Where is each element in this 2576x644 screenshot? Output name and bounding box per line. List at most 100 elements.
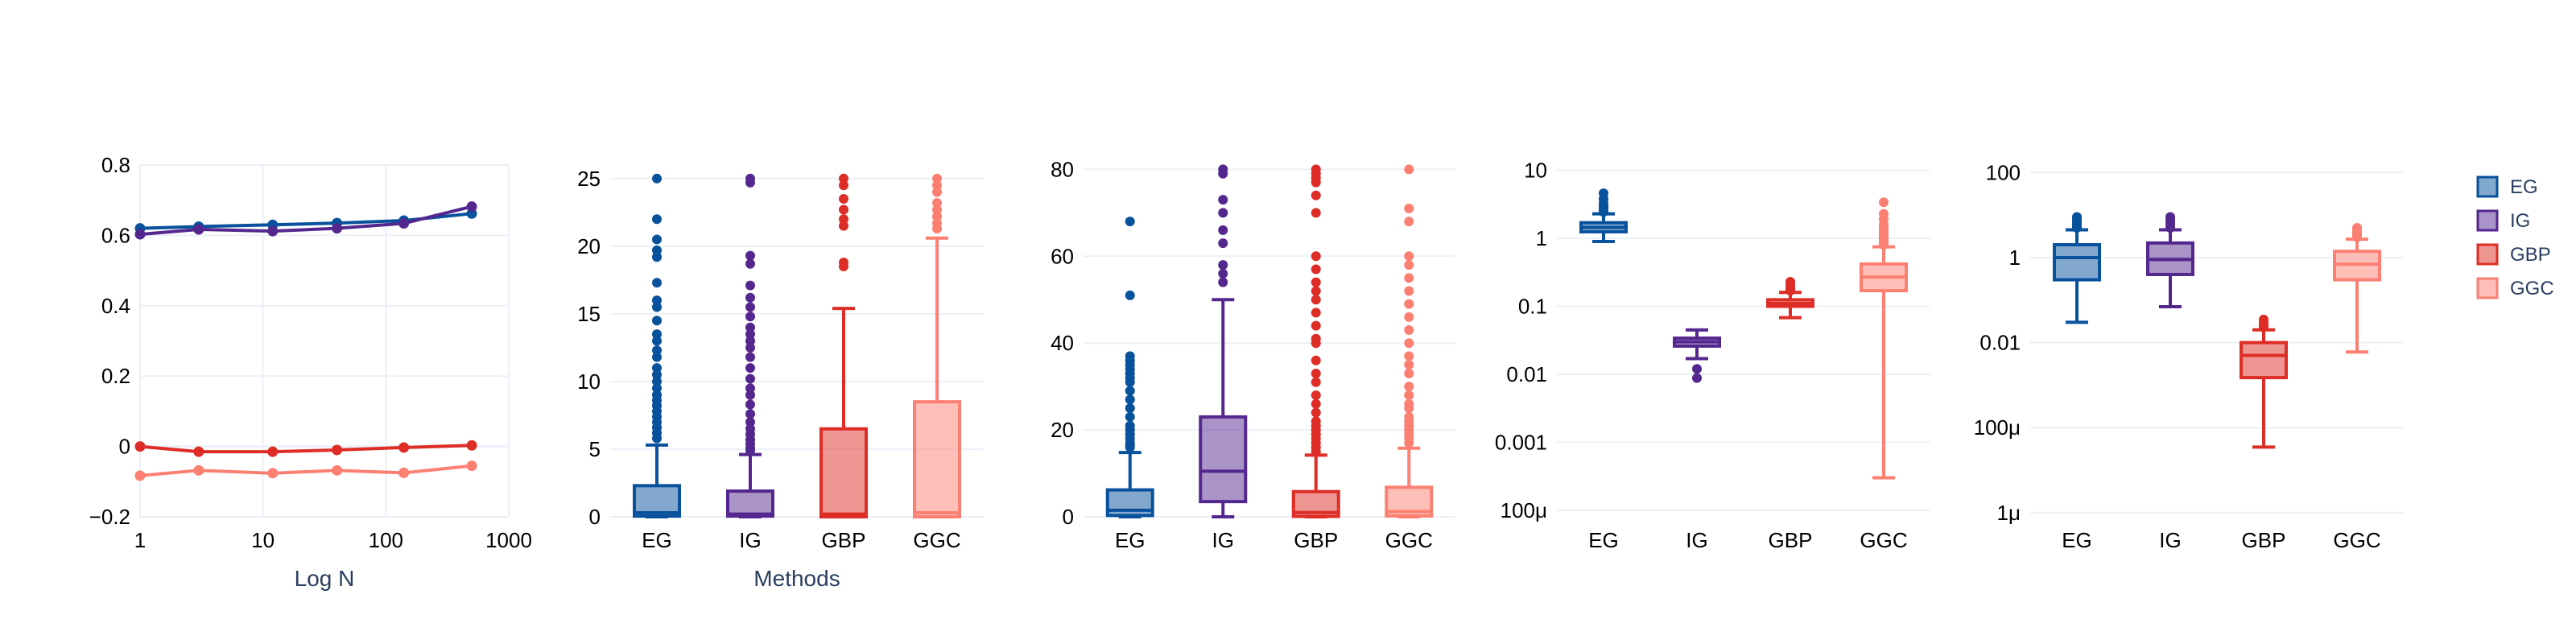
box-eg	[1579, 188, 1628, 243]
outlier-point	[652, 363, 662, 374]
outlier-point	[839, 194, 848, 204]
outlier-point	[1692, 373, 1702, 383]
outlier-point	[1311, 390, 1321, 400]
outlier-point	[839, 262, 848, 272]
x-tick-label: 1	[134, 528, 146, 552]
grid-lines	[2030, 171, 2404, 514]
y-tick-label: 1	[2009, 246, 2021, 270]
outlier-point	[652, 345, 662, 356]
outlier-point	[745, 302, 755, 312]
box-gbp	[2240, 314, 2288, 449]
data-point-ggc	[332, 464, 343, 476]
y-tick-label: 1μ	[1997, 501, 2021, 525]
outlier-point	[1404, 164, 1414, 175]
grid-lines	[1084, 168, 1455, 518]
box-eg	[1105, 217, 1154, 518]
legend-item-eg[interactable]: EG	[2476, 175, 2538, 198]
x-tick-label: 10	[251, 528, 275, 552]
y-tick-label: 0	[589, 505, 601, 529]
y-tick-label: 60	[1051, 244, 1074, 268]
outlier-point	[1311, 338, 1321, 349]
data-point-gbp	[134, 441, 146, 452]
outlier-point	[1404, 382, 1414, 392]
outlier-point	[1404, 251, 1414, 262]
data-point-ggc	[398, 467, 410, 478]
y-tick-label: 15	[577, 302, 601, 326]
outlier-point	[1404, 438, 1414, 448]
outlier-point	[652, 376, 662, 386]
outlier-point	[745, 342, 755, 353]
outlier-point	[652, 383, 662, 394]
legend-item-gbp[interactable]: GBP	[2476, 243, 2551, 266]
legend-item-ggc[interactable]: GGC	[2476, 277, 2554, 299]
series-line-ggc	[139, 464, 473, 477]
outlier-point	[1218, 195, 1228, 205]
box-eg	[2053, 212, 2101, 324]
outlier-point	[1404, 299, 1414, 309]
box-body	[633, 484, 681, 518]
box-ggc	[2333, 223, 2381, 354]
x-tick-label: GBP	[2242, 528, 2286, 552]
legend-swatch	[2476, 175, 2499, 198]
y-tick-label: 40	[1051, 331, 1074, 355]
box-body	[726, 489, 774, 518]
outlier-point	[652, 252, 662, 262]
outlier-point	[1785, 286, 1795, 296]
outlier-point	[1311, 295, 1321, 305]
data-point-ggc	[134, 470, 146, 481]
outlier-point	[1125, 442, 1135, 452]
outlier-point	[1311, 368, 1321, 378]
x-tick-label: 1000	[485, 528, 532, 552]
outlier-point	[652, 214, 662, 225]
box-gbp	[1291, 164, 1340, 518]
legend-label: GGC	[2510, 278, 2554, 299]
outlier-point	[932, 198, 942, 208]
outlier-point	[1125, 217, 1135, 227]
x-tick-label: IG	[2159, 528, 2181, 552]
x-tick-label: GBP	[1769, 528, 1813, 552]
outlier-point	[652, 173, 662, 184]
box-eg	[633, 173, 681, 518]
box-gbp	[819, 173, 868, 518]
outlier-point	[1404, 273, 1414, 283]
series-line-eg	[139, 212, 473, 230]
x-tick-label: GGC	[2333, 528, 2380, 552]
outlier-point	[745, 352, 755, 362]
y-tick-label: 100μ	[1501, 498, 1547, 522]
y-tick-label: 0	[1063, 505, 1074, 529]
legend-item-ig[interactable]: IG	[2476, 209, 2530, 232]
data-point-ig	[134, 229, 146, 240]
outlier-point	[652, 336, 662, 346]
panel-2-box-plot: 0 5 10 15 20 25 EG IG GBP GGC Methods	[577, 167, 984, 591]
series-line-ig	[139, 204, 473, 237]
outlier-point	[1311, 320, 1321, 331]
outlier-point	[652, 302, 662, 312]
y-tick-label: 1	[1536, 226, 1547, 250]
outlier-point	[1311, 355, 1321, 365]
box-gbp	[1766, 276, 1814, 320]
outlier-point	[1125, 394, 1135, 405]
y-tick-label: 10	[1524, 159, 1547, 183]
outlier-point	[932, 173, 942, 184]
data-point-gbp	[398, 442, 410, 453]
outlier-point	[1404, 351, 1414, 361]
outlier-point	[839, 214, 848, 225]
y-tick-label: 20	[577, 234, 601, 258]
outlier-point	[1404, 360, 1414, 370]
legend-label: IG	[2510, 210, 2530, 232]
outlier-point	[1125, 377, 1135, 387]
grid-lines	[139, 164, 510, 518]
legend[interactable]: EG IG GBP GGC	[2476, 175, 2554, 299]
outlier-point	[1404, 403, 1414, 414]
data-point-gbp	[332, 444, 343, 456]
outlier-point	[745, 292, 755, 303]
outlier-point	[652, 316, 662, 326]
outlier-point	[1311, 286, 1321, 296]
outlier-point	[1218, 208, 1228, 218]
y-tick-label: 10	[577, 369, 601, 394]
outlier-point	[652, 295, 662, 306]
box-body	[913, 400, 961, 518]
y-tick-label: 20	[1051, 418, 1074, 442]
data-point-ig	[193, 224, 204, 235]
outlier-point	[745, 177, 755, 188]
